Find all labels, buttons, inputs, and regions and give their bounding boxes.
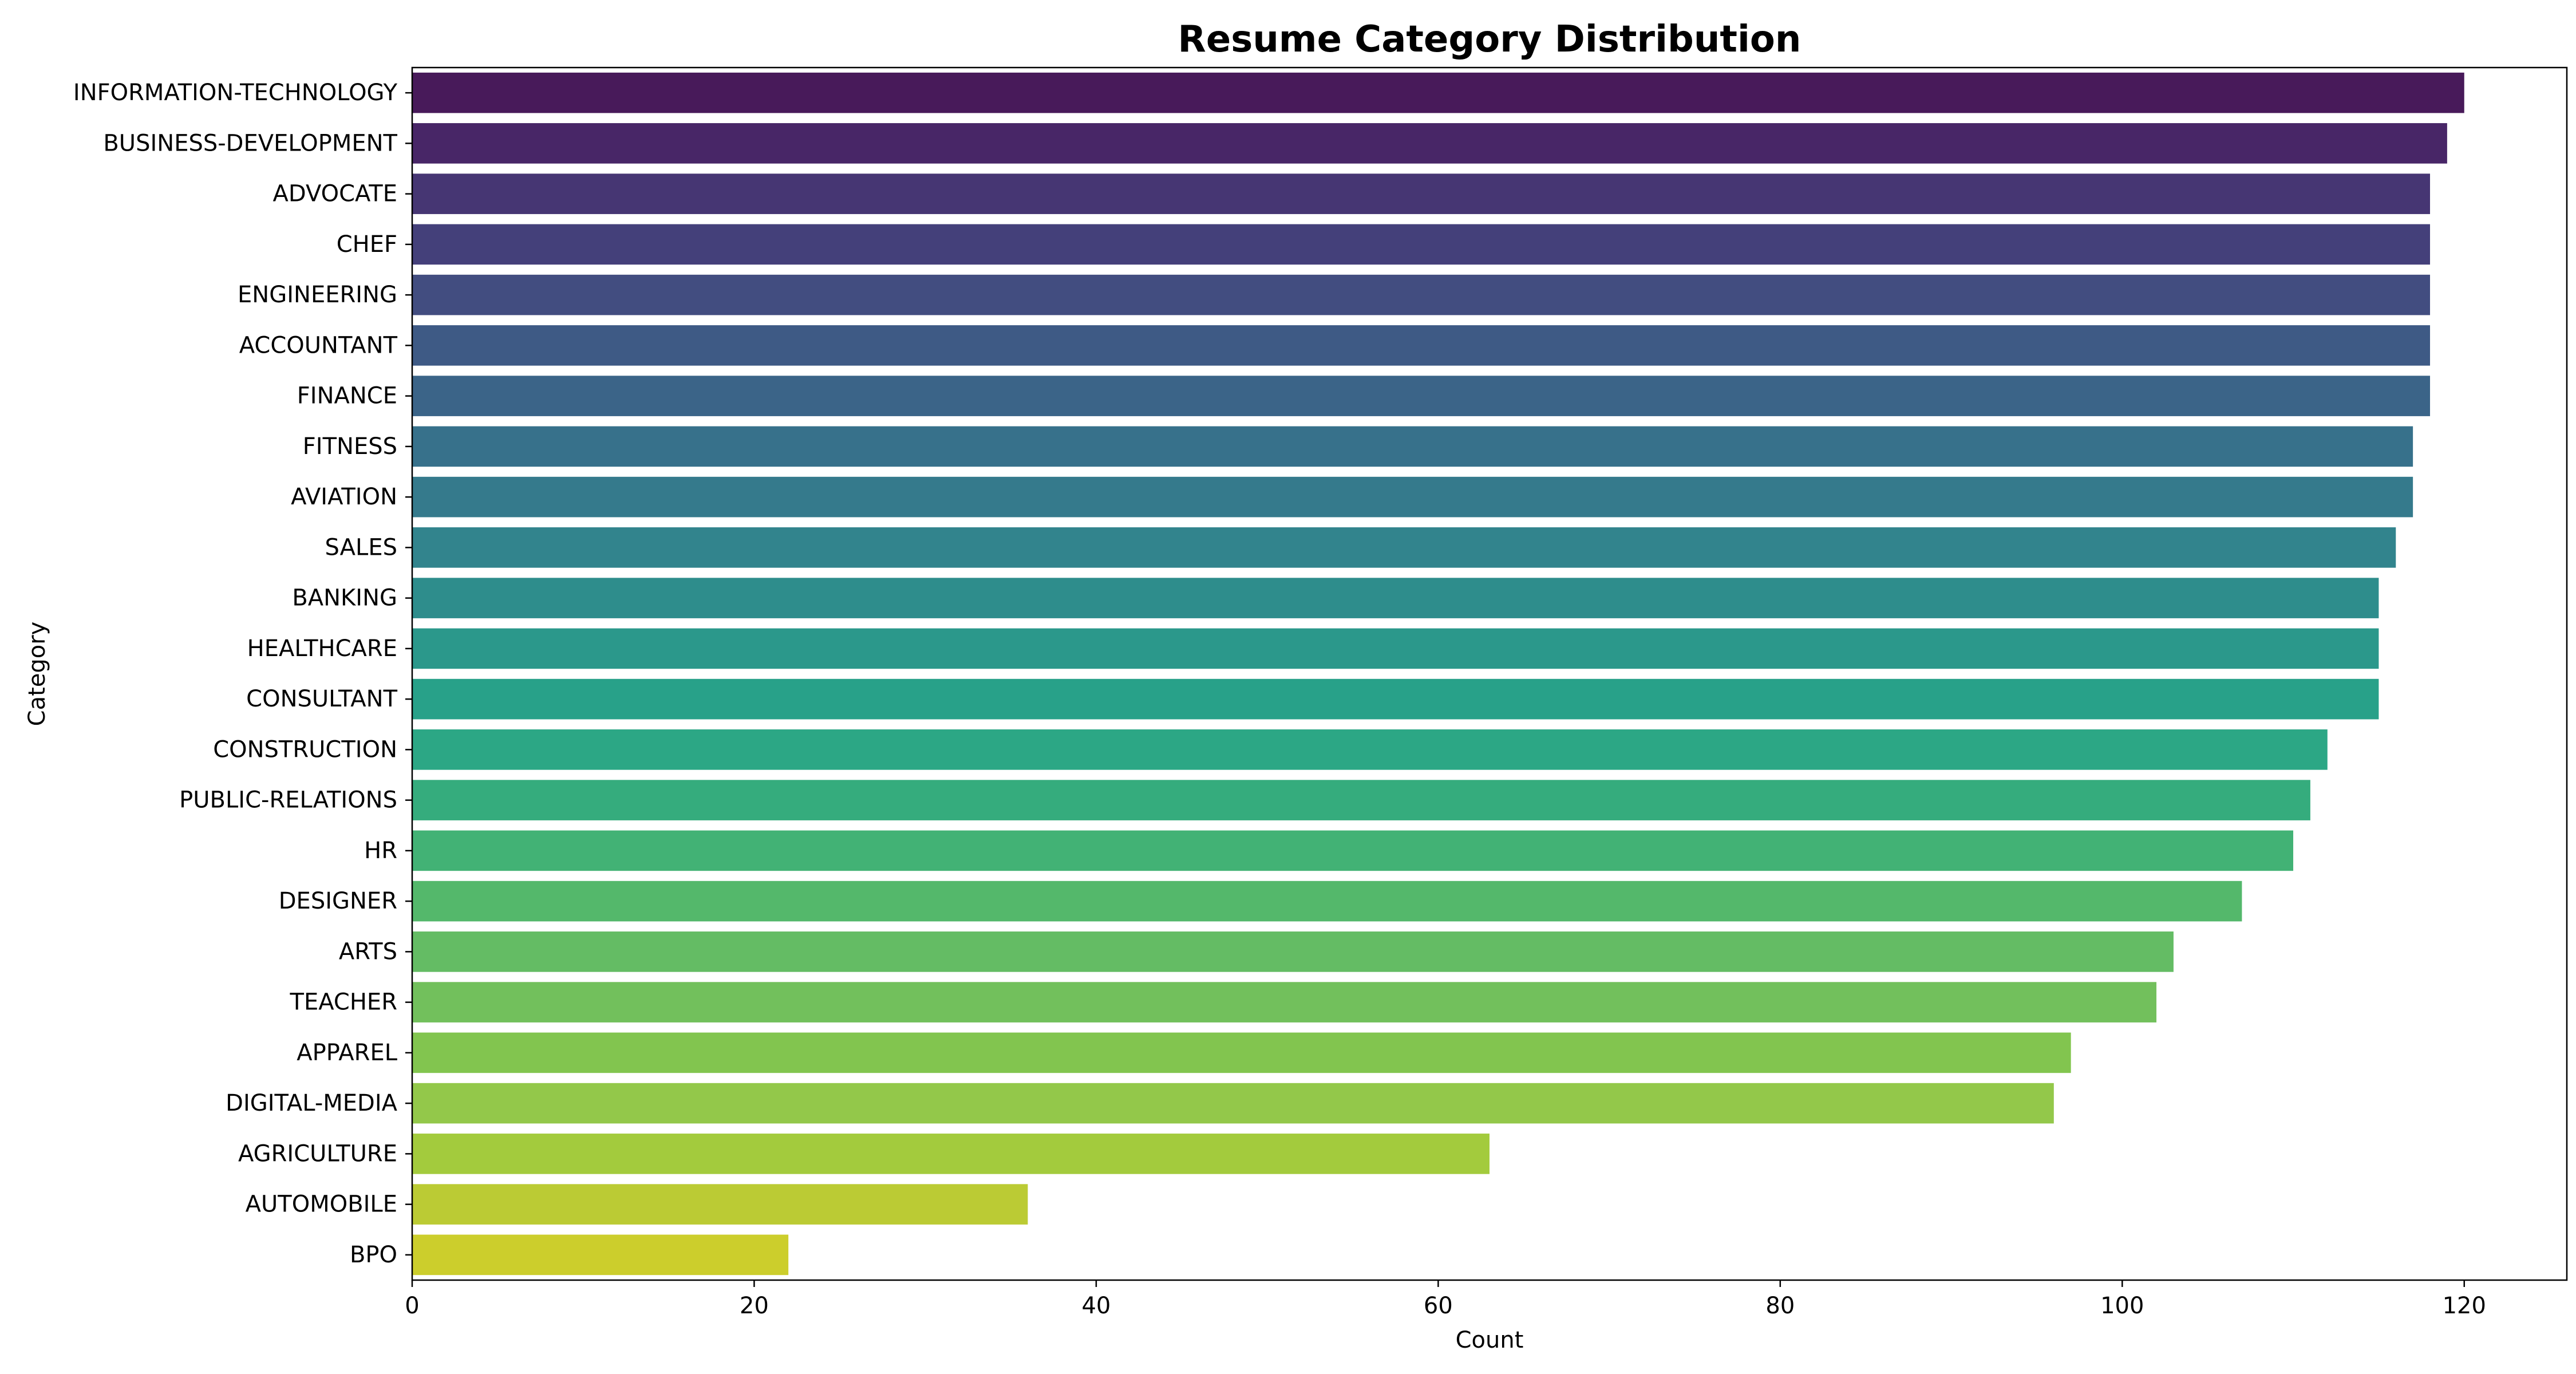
bar-designer (412, 881, 2242, 922)
y-tick-label: PUBLIC-RELATIONS (179, 787, 397, 814)
bar-bpo (412, 1234, 789, 1276)
bar-accountant (412, 325, 2431, 366)
y-tick-label: ADVOCATE (273, 181, 398, 207)
y-tick-label: ACCOUNTANT (239, 332, 398, 358)
y-tick-label: BUSINESS-DEVELOPMENT (103, 130, 397, 156)
y-tick-label: ENGINEERING (238, 282, 397, 308)
y-tick-label: CONSULTANT (246, 686, 397, 712)
bar-advocate (412, 173, 2431, 214)
bar-construction (412, 729, 2328, 770)
y-tick-label: FITNESS (303, 433, 397, 460)
y-tick-label: AUTOMOBILE (246, 1191, 397, 1218)
x-tick-label: 60 (1424, 1293, 1453, 1319)
bar-chef (412, 224, 2431, 265)
x-tick-label: 100 (2100, 1293, 2144, 1319)
bar-digital-media (412, 1083, 2054, 1124)
y-tick-label: AGRICULTURE (238, 1140, 397, 1167)
bar-automobile (412, 1184, 1028, 1225)
bar-teacher (412, 982, 2157, 1022)
bar-public-relations (412, 780, 2310, 820)
bar-consultant (412, 678, 2379, 720)
x-tick-label: 0 (405, 1293, 419, 1319)
bar-finance (412, 376, 2431, 416)
bar-hr (412, 830, 2294, 871)
bar-agriculture (412, 1134, 1490, 1174)
x-tick-label: 120 (2443, 1293, 2486, 1319)
y-tick-label: DIGITAL-MEDIA (226, 1090, 397, 1116)
bar-business-development (412, 123, 2447, 164)
y-tick-label: AVIATION (291, 484, 397, 510)
y-tick-label: DESIGNER (279, 888, 397, 914)
bar-aviation (412, 476, 2413, 518)
y-tick-label: TEACHER (290, 989, 397, 1016)
y-tick-label: HR (364, 838, 397, 864)
bar-banking (412, 578, 2379, 618)
x-tick-label: 20 (740, 1293, 769, 1319)
bar-healthcare (412, 628, 2379, 669)
bar-apparel (412, 1032, 2071, 1073)
x-axis-label: Count (1456, 1327, 1524, 1353)
bar-arts (412, 931, 2174, 972)
x-axis-ticks: 0 20 40 60 80 100 120 (405, 1280, 2486, 1319)
y-tick-label: ARTS (339, 938, 397, 965)
y-tick-label: BPO (350, 1242, 397, 1268)
y-tick-label: BANKING (292, 585, 397, 611)
y-tick-label: APPAREL (297, 1040, 397, 1066)
y-tick-label: HEALTHCARE (247, 635, 397, 662)
y-tick-label: CHEF (337, 231, 397, 258)
bar-engineering (412, 274, 2431, 315)
y-tick-label: CONSTRUCTION (213, 736, 397, 763)
plot-frame (411, 66, 2568, 1281)
y-tick-label: SALES (325, 534, 397, 560)
y-tick-label: FINANCE (297, 383, 397, 409)
y-tick-label: INFORMATION-TECHNOLOGY (73, 80, 398, 106)
x-tick-label: 80 (1765, 1293, 1795, 1319)
bar-fitness (412, 426, 2413, 467)
y-axis-label: Category (24, 622, 50, 727)
bar-sales (412, 527, 2396, 568)
bar-information-technology (412, 72, 2464, 113)
chart-title: Resume Category Distribution (1178, 18, 1801, 61)
y-axis-ticks: INFORMATION-TECHNOLOGY BUSINESS-DEVELOPME… (73, 80, 412, 1268)
x-tick-label: 40 (1081, 1293, 1111, 1319)
bars-group (412, 72, 2464, 1276)
